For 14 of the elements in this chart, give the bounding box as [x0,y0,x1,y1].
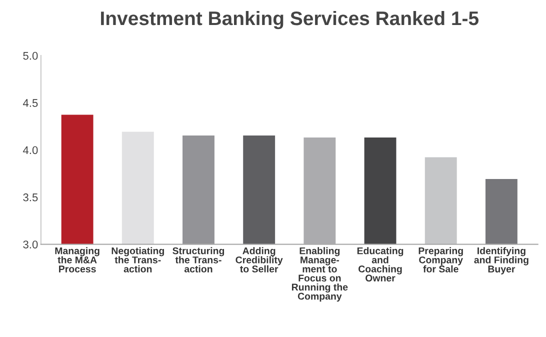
x-tick-label: Educating and Coaching Owner [357,247,404,282]
y-tick-label: 4.5 [22,99,38,107]
x-tick-label: Identifying and Finding Buyer [474,247,528,274]
x-tick-label: Negotiating the Trans- action [112,247,164,272]
x-tick-label: Preparing Company for Sale [418,247,463,272]
y-tick-label: 3.5 [23,193,38,202]
x-tick-label: Managing the M&A Process [55,247,100,272]
y-tick-label: 4.0 [22,146,38,154]
y-tick-label: 5.0 [23,52,38,60]
x-tick-label: Structuring the Trans- action [172,247,224,272]
chart-title: Investment Banking Services Ranked 1-5 [101,10,479,30]
x-tick-label: Enabling Manage- ment to Focus on Running the Company [292,247,348,302]
y-tick-label: 3.0 [23,240,38,248]
x-tick-label: Adding Credibility to Seller [236,247,283,272]
